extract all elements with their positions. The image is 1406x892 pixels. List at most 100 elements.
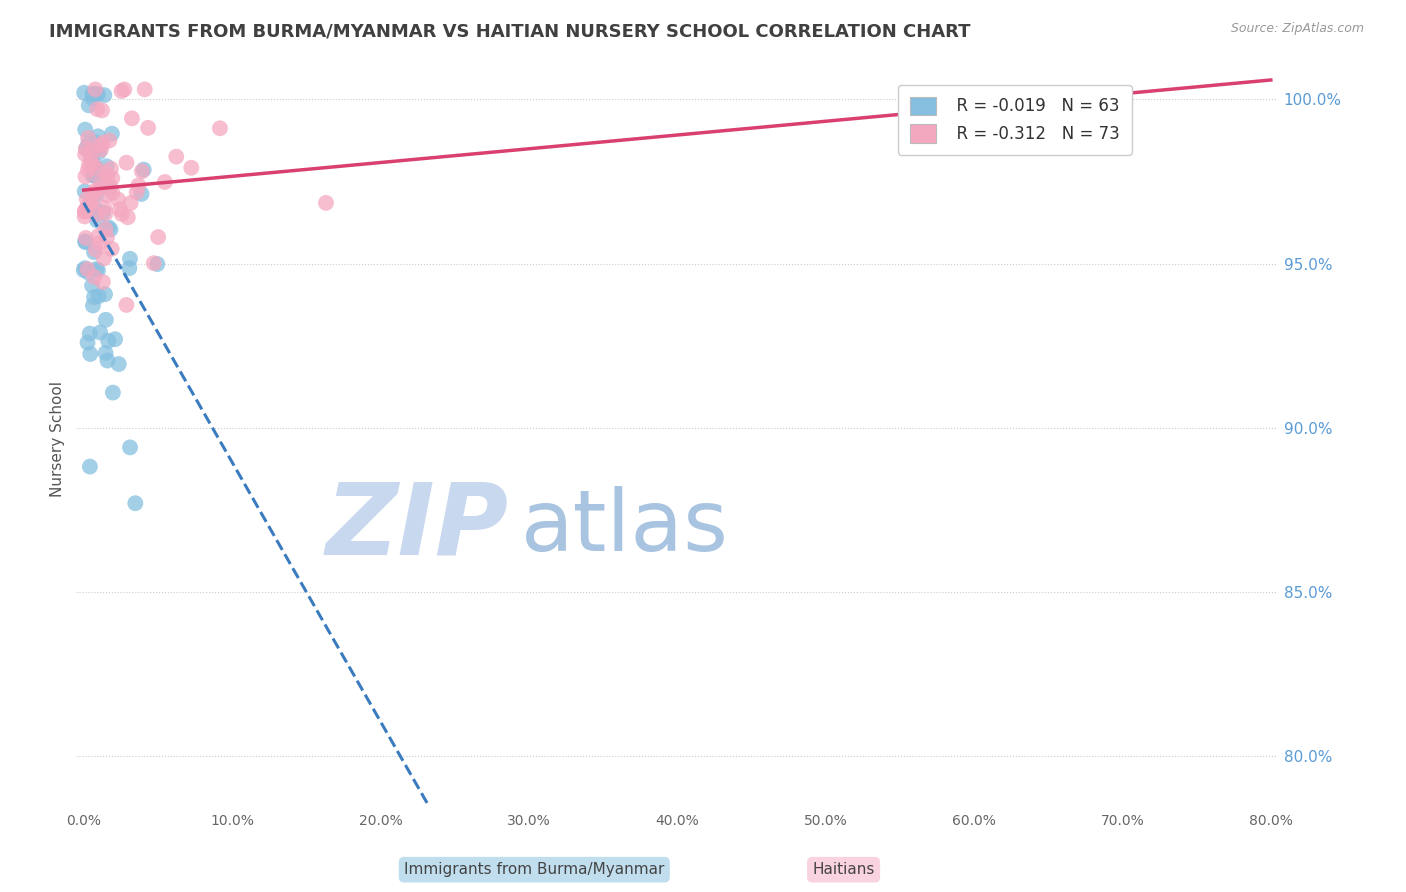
Point [73, 204, 96, 219]
Point [94, 222, 117, 236]
Point [80, 143, 103, 157]
Point [84, 243, 107, 257]
Point [82, 91, 104, 105]
Point [86, 87, 108, 102]
Point [125, 185, 148, 199]
Point [80, 148, 103, 162]
Point [73, 263, 96, 277]
Legend:   R = -0.019   N = 63,   R = -0.312   N = 73: R = -0.019 N = 63, R = -0.312 N = 73 [898, 85, 1132, 155]
Point [107, 193, 129, 207]
Point [75, 142, 97, 156]
Point [83, 290, 105, 304]
Point [79, 197, 101, 211]
Point [134, 82, 156, 96]
Point [91, 275, 114, 289]
Point [84, 202, 107, 216]
Point [77, 136, 100, 151]
Point [79, 326, 101, 341]
Point [93, 88, 115, 103]
Point [76, 201, 98, 215]
Point [1038, 95, 1060, 110]
Point [96, 230, 118, 244]
Point [76, 192, 98, 206]
Point [108, 202, 131, 217]
Point [142, 256, 165, 270]
Point [117, 211, 139, 225]
Point [96, 353, 118, 368]
Point [75, 141, 97, 155]
Point [104, 332, 127, 346]
Point [101, 385, 124, 400]
Point [100, 222, 122, 236]
Point [83, 169, 105, 183]
Point [86, 213, 108, 227]
Point [110, 84, 132, 98]
Point [73, 86, 96, 100]
Point [79, 459, 101, 474]
Point [120, 196, 142, 211]
Point [75, 235, 97, 249]
Point [83, 87, 105, 101]
Point [82, 169, 104, 183]
Point [107, 357, 129, 371]
Point [77, 98, 100, 112]
Point [98, 134, 121, 148]
Point [89, 235, 111, 250]
Point [132, 162, 155, 177]
Y-axis label: Nursery School: Nursery School [51, 381, 65, 498]
Point [83, 158, 105, 172]
Text: atlas: atlas [522, 486, 728, 569]
Point [93, 201, 115, 215]
Point [80, 192, 103, 206]
Point [124, 496, 146, 510]
Point [75, 231, 97, 245]
Point [73, 210, 96, 224]
Point [121, 112, 143, 126]
Point [75, 122, 97, 136]
Point [87, 129, 110, 144]
Point [94, 166, 117, 180]
Point [93, 252, 115, 266]
Point [84, 184, 107, 198]
Point [101, 127, 124, 141]
Point [77, 163, 100, 178]
Point [94, 287, 117, 301]
Point [87, 87, 110, 102]
Point [77, 158, 100, 172]
Point [80, 278, 103, 293]
Point [77, 131, 100, 145]
Point [87, 145, 110, 160]
Point [75, 235, 97, 250]
Point [84, 161, 107, 175]
Point [83, 270, 105, 285]
Point [97, 220, 120, 235]
Point [94, 346, 117, 360]
Point [98, 179, 121, 194]
Point [84, 82, 107, 96]
Point [118, 441, 141, 455]
Point [118, 261, 141, 276]
Point [94, 206, 117, 220]
Text: ZIP: ZIP [326, 479, 509, 575]
Point [101, 171, 124, 186]
Point [146, 257, 169, 271]
Point [76, 262, 98, 277]
Point [76, 335, 98, 350]
Point [97, 334, 120, 348]
Point [96, 188, 118, 202]
Text: Immigrants from Burma/Myanmar: Immigrants from Burma/Myanmar [404, 863, 665, 877]
Point [315, 195, 337, 210]
Point [90, 143, 112, 157]
Point [136, 120, 159, 135]
Point [112, 82, 135, 96]
Point [101, 186, 124, 200]
Point [91, 103, 114, 118]
Point [180, 161, 202, 175]
Point [91, 136, 114, 150]
Point [98, 181, 121, 195]
Point [73, 184, 96, 198]
Point [73, 261, 96, 276]
Point [86, 187, 108, 202]
Point [82, 298, 104, 312]
Point [80, 153, 103, 168]
